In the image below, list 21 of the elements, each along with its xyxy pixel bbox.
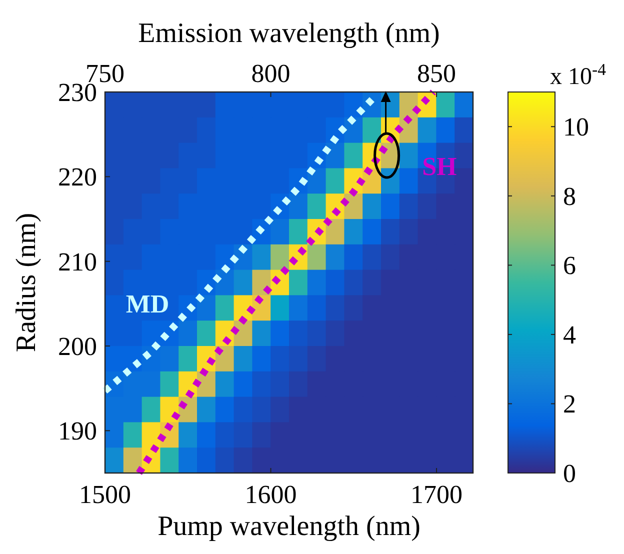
y-tick-label: 220	[58, 162, 97, 192]
series-label: MD	[126, 290, 170, 319]
x2-tick-label: 850	[417, 59, 456, 88]
color-bar-label: 2	[563, 390, 576, 419]
color-bar-label: 0	[563, 459, 576, 488]
x-axis-title: Pump wavelength (nm)	[158, 511, 420, 542]
color-bar-label: 4	[563, 320, 576, 350]
color-bar-label: 6	[563, 251, 576, 280]
color-bar-title: x 10$^{-4}$	[550, 60, 607, 90]
color-bar-label: 10	[563, 112, 589, 142]
x-tick-label: 1600	[244, 480, 297, 509]
y-tick-label: 190	[58, 416, 97, 446]
series-label: SH	[422, 152, 457, 182]
x-tick-label: 1500	[79, 480, 131, 509]
x2-tick-label: 800	[251, 59, 290, 88]
y-tick-label: 210	[58, 247, 97, 276]
x2-axis-title: Emission wavelength (nm)	[138, 18, 440, 49]
y-axis-title: Radius (nm)	[11, 212, 42, 352]
y-tick-label: 200	[58, 332, 97, 361]
color-bar-label: 8	[563, 182, 576, 211]
x-tick-label: 1700	[410, 480, 463, 509]
